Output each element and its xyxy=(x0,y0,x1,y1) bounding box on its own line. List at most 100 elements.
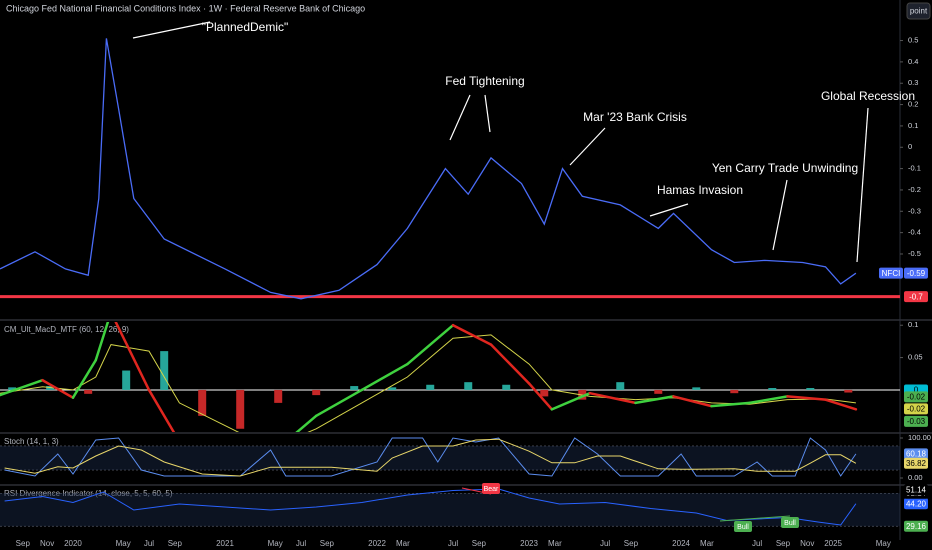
macd-segment xyxy=(748,395,789,405)
y-tick-label: 0.2 xyxy=(908,100,918,109)
macd-segment xyxy=(94,322,110,362)
x-tick-label: Sep xyxy=(168,539,183,548)
divergence-label-box xyxy=(482,483,500,494)
last-value-label-group: 36.82 xyxy=(904,457,928,469)
level-band xyxy=(0,493,900,527)
histogram-bar xyxy=(350,386,359,390)
macd-segment xyxy=(0,378,44,397)
y-tick-label: 0.00 xyxy=(908,473,923,482)
last-value-label-box xyxy=(904,448,928,460)
histogram-bar xyxy=(274,389,283,403)
level-label: 51.14 xyxy=(906,486,927,495)
y-tick-label: 0.4 xyxy=(908,57,918,66)
series-name-label-group: NFCI xyxy=(879,267,903,279)
histogram-bar xyxy=(236,389,245,429)
pane-title: Stoch (14, 1, 3) xyxy=(4,437,59,446)
histogram-bar xyxy=(198,389,207,416)
hline-label-group: -0.7 xyxy=(904,291,928,303)
histogram-bar xyxy=(388,387,397,390)
histogram-bar xyxy=(502,384,511,390)
level-label-box xyxy=(904,520,928,532)
histogram-bar xyxy=(654,389,663,394)
y-tick-label: -0.3 xyxy=(908,206,921,215)
divergence-label-group: Bull xyxy=(734,521,752,532)
annotation: "PlannedDemic" xyxy=(202,20,289,34)
last-value-label-box xyxy=(904,415,928,427)
histogram-bar xyxy=(160,351,169,390)
x-tick-label: Nov xyxy=(40,539,54,548)
series-name-label-box xyxy=(879,267,903,279)
last-value-label-box xyxy=(904,457,928,469)
x-tick-label: Jul xyxy=(296,539,306,548)
histogram-bar xyxy=(692,387,701,390)
macd-segment xyxy=(451,323,493,346)
macd-segment xyxy=(71,358,98,399)
histogram-bar xyxy=(312,389,321,396)
hline-label: -0.7 xyxy=(909,292,923,301)
y-tick-label: 0.5 xyxy=(908,36,918,45)
macd-segment xyxy=(314,388,364,418)
y-tick-label: 100.00 xyxy=(908,433,931,442)
last-value-label: -0.02 xyxy=(907,392,926,401)
histogram-bar xyxy=(122,370,131,390)
x-tick-label: 2024 xyxy=(672,539,690,548)
annotation-arrow xyxy=(449,94,471,141)
last-value-label-box xyxy=(904,391,928,403)
annotation-arrow xyxy=(772,179,788,251)
histogram-bar xyxy=(806,388,815,390)
chart-title: Chicago Fed National Financial Condition… xyxy=(6,3,365,13)
macd-segment xyxy=(527,382,554,411)
divergence-label-group: Bull xyxy=(781,517,799,528)
y-tick-label: -0.2 xyxy=(908,185,921,194)
y-tick-label: 0.1 xyxy=(908,121,918,130)
macd-segment xyxy=(114,322,151,392)
x-tick-label: Sep xyxy=(320,539,335,548)
x-tick-label: Sep xyxy=(16,539,31,548)
histogram-bar xyxy=(730,389,739,394)
x-tick-label: Mar xyxy=(700,539,714,548)
x-tick-label: Jul xyxy=(144,539,154,548)
last-value-label-group: -0.03 xyxy=(904,415,928,427)
point-button-label[interactable]: point xyxy=(910,7,928,16)
x-tick-label: Mar xyxy=(396,539,410,548)
last-value-label-box xyxy=(904,498,928,510)
annotation: Hamas Invasion xyxy=(657,183,743,197)
y-tick-label: 0 xyxy=(908,142,912,151)
histogram-bar xyxy=(464,382,473,390)
histogram-bar xyxy=(844,389,853,393)
y-tick-label: -0.1 xyxy=(908,164,921,173)
macd-segment xyxy=(550,391,592,411)
annotation: Mar '23 Bank Crisis xyxy=(583,110,687,124)
macd-segment xyxy=(710,401,751,408)
histogram-bar xyxy=(768,388,777,390)
x-tick-label: Sep xyxy=(776,539,791,548)
x-tick-label: 2021 xyxy=(216,539,234,548)
divergence-label-box xyxy=(734,521,752,532)
last-value-label: 60.18 xyxy=(906,450,927,459)
last-value-label-group: -0.02 xyxy=(904,403,928,415)
macd-segment xyxy=(360,362,409,392)
divergence-label: Bull xyxy=(784,520,796,527)
y-tick-label: 0.3 xyxy=(908,78,918,87)
macd-segment xyxy=(147,388,176,432)
x-tick-label: Jul xyxy=(448,539,458,548)
last-value-label-box xyxy=(904,403,928,415)
last-value-label-group: -0.59 xyxy=(904,267,928,279)
y-tick-label: -0.4 xyxy=(908,228,921,237)
level-label-box xyxy=(904,484,928,496)
x-tick-label: 2020 xyxy=(64,539,82,548)
annotation-arrow xyxy=(856,107,869,263)
divergence-line xyxy=(461,487,492,495)
divergence-line xyxy=(719,515,791,522)
histogram-bar xyxy=(616,382,625,390)
histogram-bar xyxy=(426,384,435,390)
macd-segment xyxy=(406,323,455,366)
point-button[interactable] xyxy=(906,2,931,20)
annotation-arrow xyxy=(649,203,689,217)
annotation-arrow xyxy=(569,127,606,166)
divergence-label-group: Bear xyxy=(482,483,500,494)
divergence-label: Bull xyxy=(737,524,749,531)
last-value-label-group: -0.02 xyxy=(904,391,928,403)
macd-segment xyxy=(672,395,713,408)
